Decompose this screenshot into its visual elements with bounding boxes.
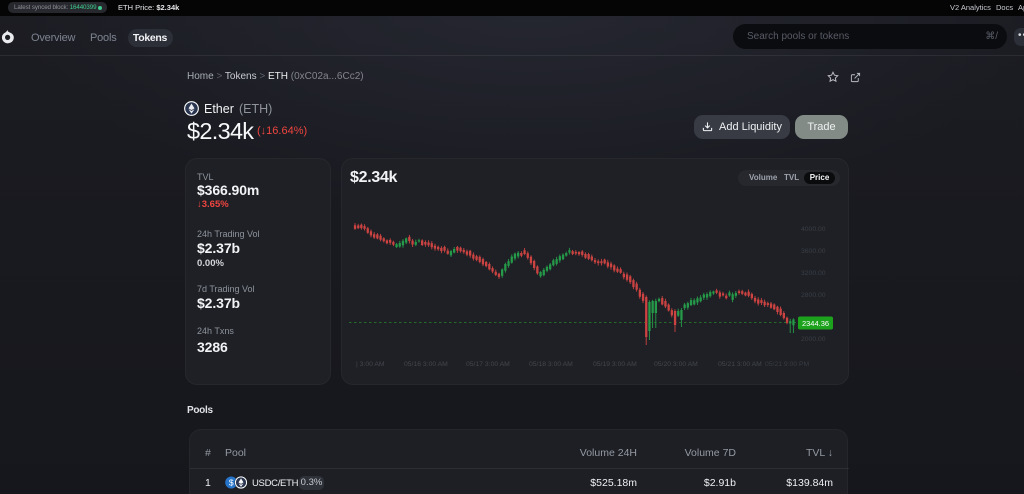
svg-text:$: $ <box>229 477 234 487</box>
svg-text:2344.36: 2344.36 <box>802 319 829 328</box>
